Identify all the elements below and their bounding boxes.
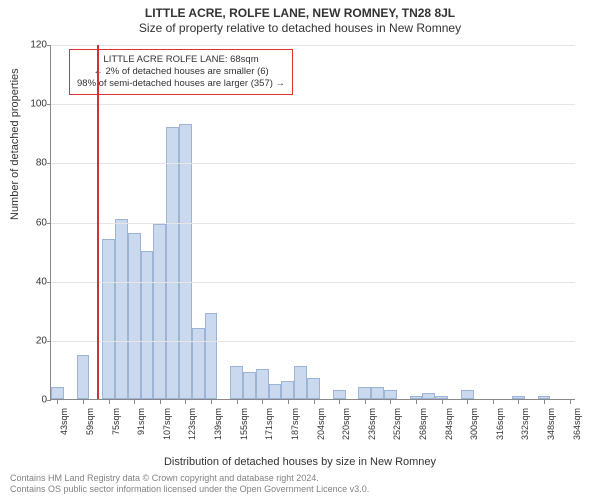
x-tick bbox=[544, 399, 545, 404]
x-tick bbox=[365, 399, 366, 404]
histogram-bar bbox=[384, 390, 397, 399]
x-tick-label: 91sqm bbox=[136, 408, 146, 454]
y-tick bbox=[47, 223, 51, 224]
x-tick bbox=[416, 399, 417, 404]
histogram-bar bbox=[243, 372, 256, 399]
histogram-bar bbox=[358, 387, 371, 399]
x-tick bbox=[185, 399, 186, 404]
x-tick-label: 348sqm bbox=[546, 408, 556, 454]
x-tick-label: 316sqm bbox=[495, 408, 505, 454]
page-subtitle: Size of property relative to detached ho… bbox=[0, 21, 600, 36]
histogram-bar bbox=[77, 355, 90, 399]
y-tick bbox=[47, 341, 51, 342]
histogram-bar bbox=[294, 366, 307, 399]
y-axis-label: Number of detached properties bbox=[9, 68, 21, 220]
histogram-bar bbox=[461, 390, 474, 399]
x-tick bbox=[288, 399, 289, 404]
histogram-bar bbox=[230, 366, 243, 399]
histogram-bar bbox=[141, 251, 154, 399]
x-tick-label: 268sqm bbox=[418, 408, 428, 454]
x-tick bbox=[262, 399, 263, 404]
histogram-bar bbox=[153, 224, 166, 399]
y-tick bbox=[47, 282, 51, 283]
x-tick bbox=[339, 399, 340, 404]
x-tick bbox=[160, 399, 161, 404]
histogram-bar bbox=[307, 378, 320, 399]
x-tick bbox=[467, 399, 468, 404]
histogram-bar bbox=[115, 219, 128, 399]
footer-line-2: Contains OS public sector information li… bbox=[10, 484, 369, 495]
x-tick bbox=[442, 399, 443, 404]
gridline bbox=[51, 282, 575, 283]
histogram-bar bbox=[166, 127, 179, 399]
annotation-line-2: ← 2% of detached houses are smaller (6) bbox=[77, 66, 285, 78]
x-tick-label: 364sqm bbox=[572, 408, 582, 454]
footer-attribution: Contains HM Land Registry data © Crown c… bbox=[10, 473, 369, 496]
histogram-bar bbox=[128, 233, 141, 399]
x-tick-label: 236sqm bbox=[367, 408, 377, 454]
x-tick bbox=[109, 399, 110, 404]
histogram-bar bbox=[102, 239, 115, 399]
footer-line-1: Contains HM Land Registry data © Crown c… bbox=[10, 473, 369, 484]
x-tick-label: 123sqm bbox=[187, 408, 197, 454]
x-tick-label: 187sqm bbox=[290, 408, 300, 454]
x-tick-label: 284sqm bbox=[444, 408, 454, 454]
x-tick bbox=[83, 399, 84, 404]
histogram-bar bbox=[192, 328, 205, 399]
gridline bbox=[51, 163, 575, 164]
y-tick-label: 100 bbox=[23, 99, 47, 110]
x-tick-label: 204sqm bbox=[316, 408, 326, 454]
gridline bbox=[51, 223, 575, 224]
histogram-chart: LITTLE ACRE ROLFE LANE: 68sqm ← 2% of de… bbox=[50, 45, 575, 400]
x-tick-label: 332sqm bbox=[520, 408, 530, 454]
y-tick-label: 60 bbox=[23, 217, 47, 228]
x-tick-label: 252sqm bbox=[392, 408, 402, 454]
y-tick-label: 120 bbox=[23, 40, 47, 51]
x-tick bbox=[211, 399, 212, 404]
y-tick bbox=[47, 400, 51, 401]
page-title: LITTLE ACRE, ROLFE LANE, NEW ROMNEY, TN2… bbox=[0, 6, 600, 21]
y-tick bbox=[47, 45, 51, 46]
y-tick bbox=[47, 104, 51, 105]
reference-line bbox=[97, 45, 99, 399]
x-axis-label: Distribution of detached houses by size … bbox=[0, 456, 600, 468]
x-tick-label: 75sqm bbox=[111, 408, 121, 454]
x-tick-label: 171sqm bbox=[264, 408, 274, 454]
gridline bbox=[51, 341, 575, 342]
histogram-bar bbox=[269, 384, 282, 399]
x-tick-label: 43sqm bbox=[59, 408, 69, 454]
histogram-bar bbox=[179, 124, 192, 399]
x-tick bbox=[237, 399, 238, 404]
x-tick-label: 107sqm bbox=[162, 408, 172, 454]
x-tick bbox=[390, 399, 391, 404]
histogram-bar bbox=[371, 387, 384, 399]
x-tick-label: 220sqm bbox=[341, 408, 351, 454]
gridline bbox=[51, 104, 575, 105]
x-tick-label: 155sqm bbox=[239, 408, 249, 454]
y-tick-label: 40 bbox=[23, 276, 47, 287]
x-tick bbox=[134, 399, 135, 404]
histogram-bar bbox=[51, 387, 64, 399]
x-tick bbox=[493, 399, 494, 404]
y-tick-label: 80 bbox=[23, 158, 47, 169]
x-tick-label: 59sqm bbox=[85, 408, 95, 454]
y-tick-label: 0 bbox=[23, 395, 47, 406]
annotation-line-3: 98% of semi-detached houses are larger (… bbox=[77, 78, 285, 90]
x-tick bbox=[314, 399, 315, 404]
histogram-bar bbox=[205, 313, 218, 399]
y-tick bbox=[47, 163, 51, 164]
histogram-bar bbox=[256, 369, 269, 399]
y-tick-label: 20 bbox=[23, 335, 47, 346]
x-tick-label: 139sqm bbox=[213, 408, 223, 454]
x-tick bbox=[570, 399, 571, 404]
annotation-box: LITTLE ACRE ROLFE LANE: 68sqm ← 2% of de… bbox=[69, 49, 293, 95]
histogram-bar bbox=[333, 390, 346, 399]
x-tick-label: 300sqm bbox=[469, 408, 479, 454]
x-tick bbox=[518, 399, 519, 404]
histogram-bar bbox=[422, 393, 435, 399]
histogram-bar bbox=[281, 381, 294, 399]
annotation-line-1: LITTLE ACRE ROLFE LANE: 68sqm bbox=[77, 54, 285, 66]
gridline bbox=[51, 45, 575, 46]
x-tick bbox=[57, 399, 58, 404]
